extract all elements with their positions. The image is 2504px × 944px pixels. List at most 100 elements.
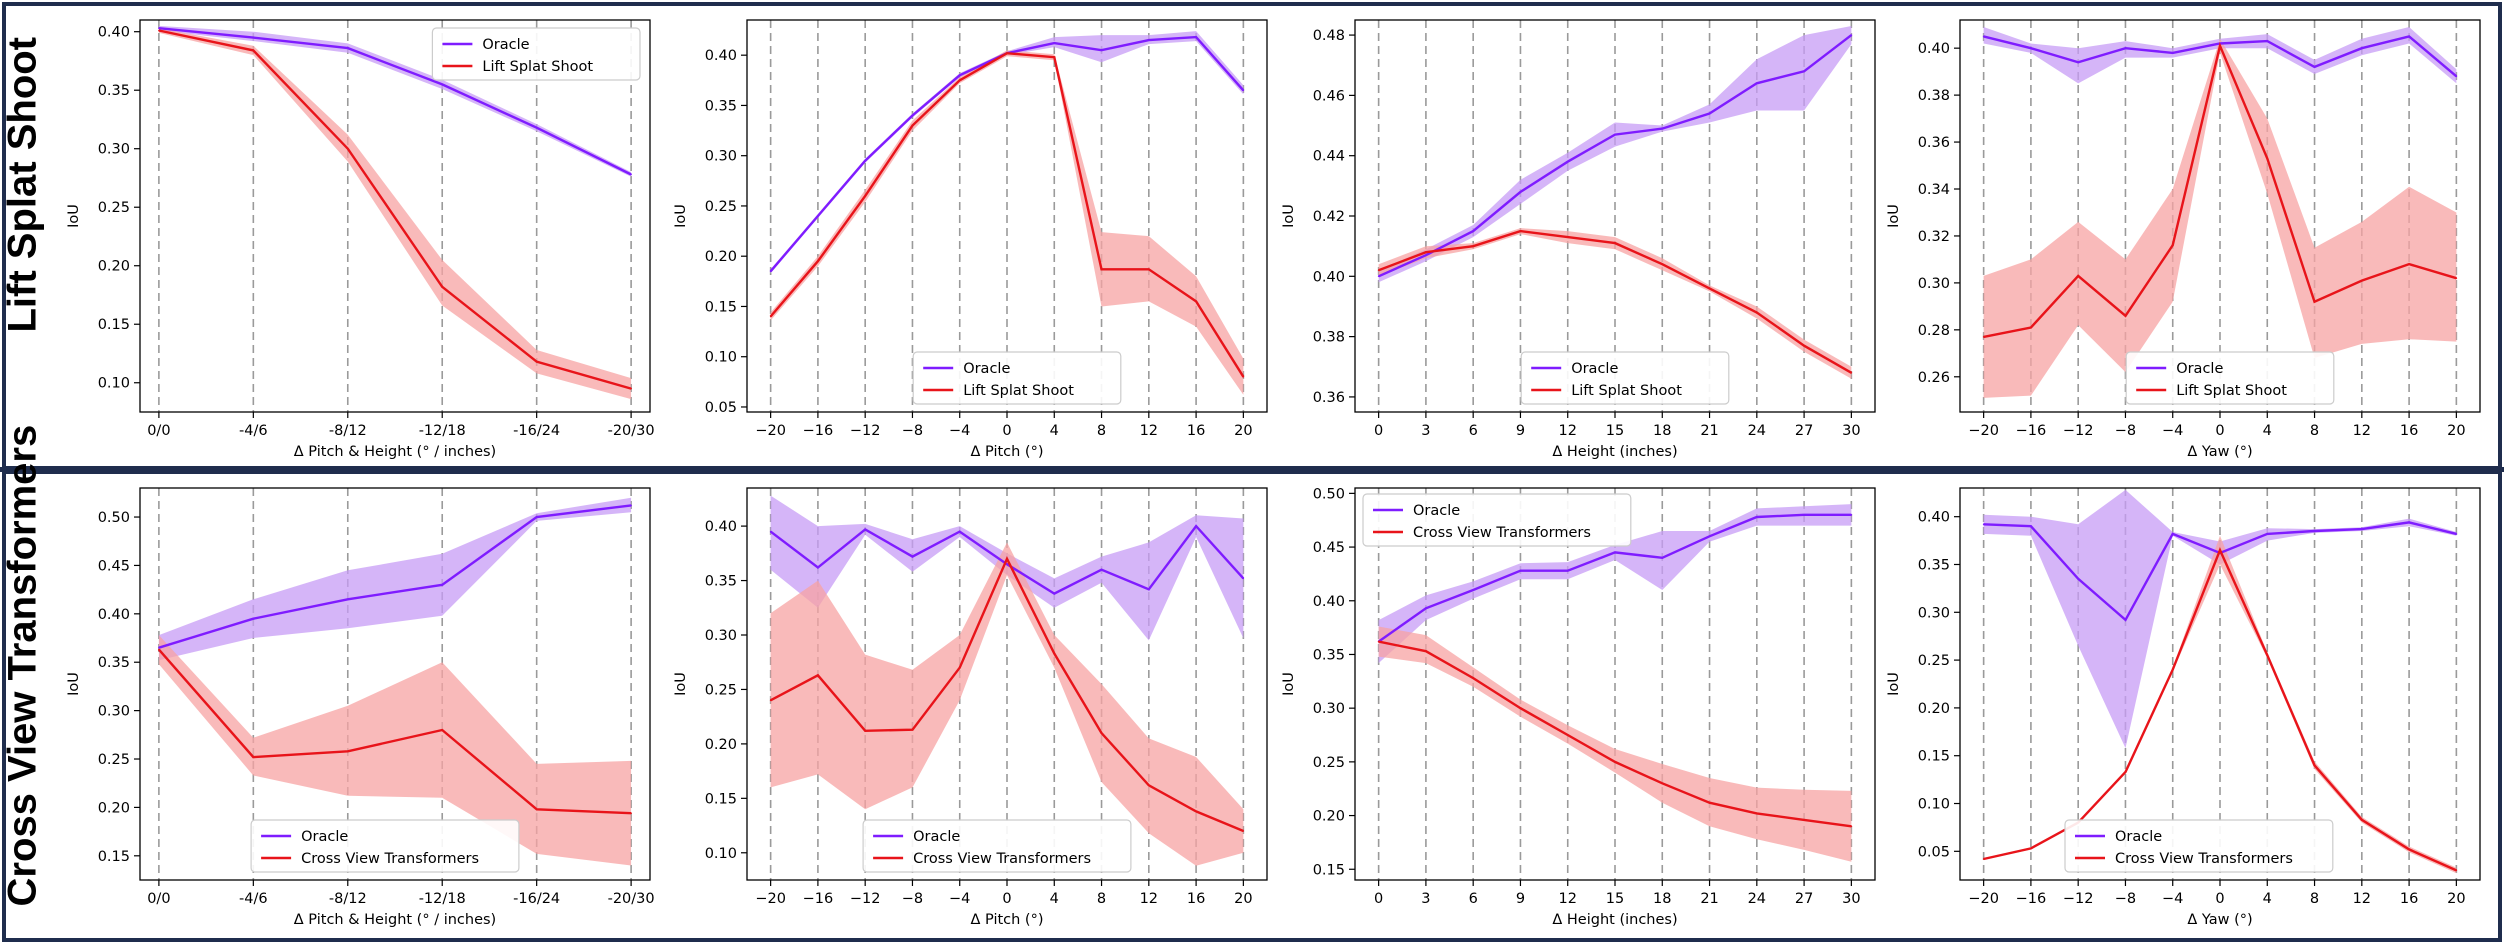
y-axis-label: IoU [66,204,82,228]
x-tick-label: 21 [1700,423,1718,439]
data-point [158,646,160,649]
data-point [158,27,160,29]
y-tick-label: 0.05 [1918,844,1950,860]
data-point [2266,654,2269,657]
data-point [535,126,538,129]
data-point [769,530,772,533]
x-tick-label: 8 [1097,891,1106,907]
y-axis-label: IoU [673,672,689,696]
x-tick-label: 12 [2353,891,2371,907]
y-tick-label: 0.40 [705,48,737,64]
chart-3: −20 −16 −12 −8 −4 0 4 8 12 16 20 0.26 0.28 0.30 0.32 0.… [1886,19,2481,460]
legend-label: Oracle [963,361,1010,377]
data-point [2455,75,2458,78]
y-tick-label: 0.15 [98,317,130,333]
data-point [2124,314,2127,317]
x-tick-label: −4 [2162,423,2183,439]
x-tick-label: −8 [902,891,923,907]
y-tick-label: 0.15 [1918,749,1950,765]
legend-label: Oracle [1571,361,1618,377]
data-point [958,74,961,77]
data-point [1377,269,1380,272]
data-point [1708,287,1711,290]
legend-label: Oracle [482,37,529,53]
y-tick-label: 0.05 [705,400,737,416]
y-tick-label: 0.40 [705,519,737,535]
y-tick-label: 0.20 [1313,809,1345,825]
y-tick-label: 0.20 [705,737,737,753]
data-point [2313,764,2316,767]
x-tick-label: 16 [1187,423,1205,439]
plot-frame [139,19,651,413]
y-tick-label: 0.30 [98,142,130,158]
data-point [1756,311,1758,314]
y-tick-label: 0.35 [98,655,130,671]
y-tick-label: 0.36 [1918,135,1950,151]
x-tick-label: −8 [2115,423,2136,439]
y-tick-label: 0.35 [98,83,130,99]
x-tick-label: 0/0 [147,423,170,439]
x-tick-label: 21 [1700,891,1718,907]
y-tick-label: 0.40 [1918,41,1950,57]
y-tick-label: 0.42 [1313,209,1345,225]
data-point [2266,533,2269,535]
y-tick-label: 0.34 [1918,182,1950,198]
data-point [1803,514,1805,516]
x-tick-label: 6 [1469,423,1478,439]
data-point [1566,569,1569,572]
data-point [2361,279,2363,282]
data-point [2124,47,2127,49]
x-tick-label: 24 [1748,423,1766,439]
data-point [1708,535,1711,538]
data-point [1661,782,1664,785]
data-point [2077,61,2079,64]
data-point [1708,801,1711,804]
y-tick-label: 0.30 [1313,701,1345,717]
legend-box [862,819,1132,873]
data-point [2077,578,2079,580]
y-tick-label: 0.40 [98,25,130,41]
y-tick-label: 0.15 [705,791,737,807]
y-tick-label: 0.30 [705,149,737,165]
x-axis-label: Δ Pitch (°) [970,912,1043,928]
data-point [1242,376,1245,378]
y-tick-label: 0.15 [1313,862,1345,878]
x-tick-label: 0/0 [147,891,170,907]
x-tick-label: -12/18 [419,423,466,439]
x-tick-label: 9 [1516,891,1525,907]
y-tick-label: 0.25 [705,199,737,215]
data-point [1472,677,1474,679]
x-tick-label: 18 [1653,891,1671,907]
data-point [2030,326,2032,329]
x-tick-label: 8 [2310,891,2319,907]
data-point [1148,588,1150,591]
data-point [1661,127,1664,130]
y-tick-label: 0.25 [1313,755,1345,771]
y-tick-label: 0.35 [1313,647,1345,663]
data-point [1519,707,1522,709]
x-axis-label: Δ Pitch & Height (° / inches) [294,444,496,460]
data-point [817,215,819,217]
series-band-model [770,542,1244,866]
data-point [441,729,444,731]
legend-box [912,351,1122,405]
x-axis-label: Δ Height (inches) [1552,444,1677,460]
x-tick-label: −16 [2016,891,2047,907]
data-point [2313,66,2316,68]
x-tick-label: 3 [1421,423,1430,439]
chart-0: 0/0 -4/6 -8/12 -12/18 -16/24 -20/30 0.10 0.15 0.… [66,19,655,460]
series-band-oracle [158,497,632,661]
legend: Oracle Lift Splat Shoot [431,27,641,81]
x-tick-label: 9 [1516,423,1525,439]
y-axis-label: IoU [1281,672,1297,696]
data-point [1614,761,1616,763]
data-point [911,728,914,731]
x-tick-label: 4 [2263,891,2272,907]
y-tick-label: 0.40 [1313,269,1345,285]
legend-box [250,819,520,873]
data-point [1006,563,1008,566]
data-point [1982,523,1985,526]
series-band-oracle [1378,504,1852,664]
x-tick-label: 8 [2310,423,2319,439]
y-tick-label: 0.26 [1918,370,1950,386]
